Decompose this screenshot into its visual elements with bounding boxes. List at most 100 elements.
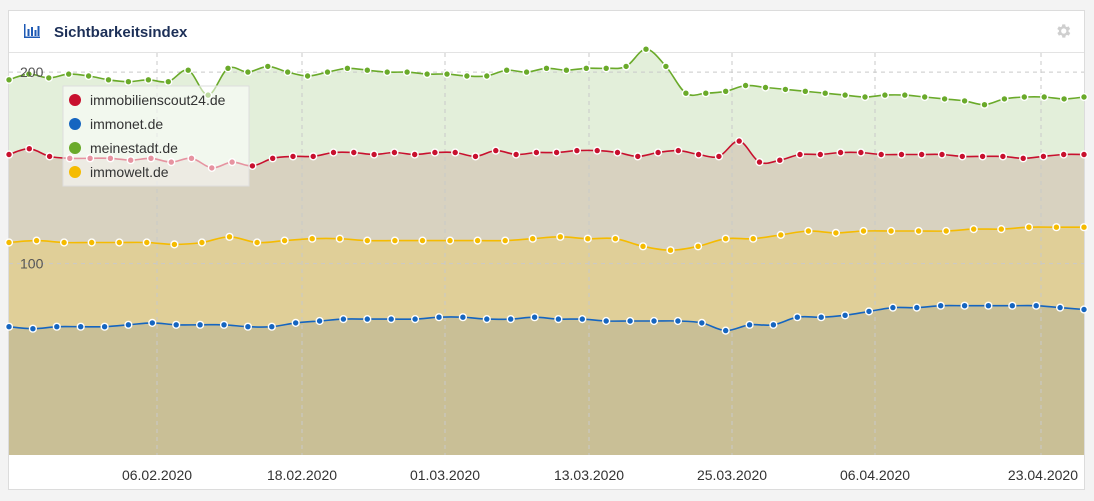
data-point[interactable] xyxy=(24,69,34,79)
data-point[interactable] xyxy=(638,242,648,251)
data-point[interactable] xyxy=(430,148,440,157)
data-point[interactable] xyxy=(714,152,724,161)
data-point[interactable] xyxy=(633,152,642,161)
data-point[interactable] xyxy=(836,148,845,157)
data-point[interactable] xyxy=(104,75,113,84)
data-point[interactable] xyxy=(1020,92,1029,102)
gear-icon[interactable] xyxy=(1054,22,1072,40)
data-point[interactable] xyxy=(530,313,539,322)
data-point[interactable] xyxy=(556,232,565,241)
data-point[interactable] xyxy=(283,67,292,77)
data-point[interactable] xyxy=(45,152,54,161)
data-point[interactable] xyxy=(701,89,710,98)
data-point[interactable] xyxy=(25,144,34,153)
data-point[interactable] xyxy=(1059,150,1068,159)
data-point[interactable] xyxy=(697,318,706,328)
data-point[interactable] xyxy=(329,148,338,157)
data-point[interactable] xyxy=(816,150,825,159)
data-point[interactable] xyxy=(473,236,482,245)
data-point[interactable] xyxy=(900,90,909,100)
data-point[interactable] xyxy=(801,87,810,96)
data-point[interactable] xyxy=(4,238,14,247)
data-point[interactable] xyxy=(795,150,805,159)
data-point[interactable] xyxy=(611,234,620,243)
data-point[interactable] xyxy=(100,322,109,331)
data-point[interactable] xyxy=(263,62,272,71)
data-point[interactable] xyxy=(958,152,967,161)
data-point[interactable] xyxy=(936,301,945,310)
data-point[interactable] xyxy=(506,315,515,324)
data-point[interactable] xyxy=(1019,154,1028,163)
data-point[interactable] xyxy=(769,320,778,329)
data-point[interactable] xyxy=(978,152,987,161)
data-point[interactable] xyxy=(735,137,744,146)
data-point[interactable] xyxy=(349,148,358,157)
data-point[interactable] xyxy=(434,313,444,322)
data-point[interactable] xyxy=(625,316,635,326)
data-point[interactable] xyxy=(52,322,61,331)
data-point[interactable] xyxy=(164,77,173,86)
data-point[interactable] xyxy=(776,230,785,240)
data-point[interactable] xyxy=(522,67,531,77)
data-point[interactable] xyxy=(423,69,432,79)
data-point[interactable] xyxy=(775,156,784,165)
data-point[interactable] xyxy=(411,315,420,324)
data-point[interactable] xyxy=(997,225,1006,234)
data-point[interactable] xyxy=(940,94,949,104)
data-point[interactable] xyxy=(572,146,582,155)
data-point[interactable] xyxy=(343,64,352,73)
data-point[interactable] xyxy=(554,315,563,324)
data-point[interactable] xyxy=(1008,301,1017,310)
data-point[interactable] xyxy=(390,148,399,157)
data-point[interactable] xyxy=(821,89,830,98)
data-point[interactable] xyxy=(323,67,332,77)
data-point[interactable] xyxy=(383,67,392,77)
data-point[interactable] xyxy=(804,226,813,236)
data-point[interactable] xyxy=(184,66,193,75)
data-point[interactable] xyxy=(856,148,866,157)
data-point[interactable] xyxy=(840,90,850,100)
data-point[interactable] xyxy=(582,64,591,73)
data-point[interactable] xyxy=(363,236,372,245)
data-point[interactable] xyxy=(144,75,153,84)
data-point[interactable] xyxy=(267,322,276,331)
data-point[interactable] xyxy=(755,158,764,167)
data-point[interactable] xyxy=(721,87,730,96)
data-point[interactable] xyxy=(4,150,14,159)
data-point[interactable] xyxy=(197,238,207,247)
data-point[interactable] xyxy=(912,303,921,312)
data-point[interactable] xyxy=(653,148,663,157)
data-point[interactable] xyxy=(4,75,14,84)
data-point[interactable] xyxy=(196,320,205,329)
data-point[interactable] xyxy=(280,236,289,245)
legend-item[interactable]: meinestadt.de xyxy=(69,140,178,156)
data-point[interactable] xyxy=(76,322,85,331)
data-point[interactable] xyxy=(1052,223,1061,232)
data-point[interactable] xyxy=(418,236,427,245)
data-point[interactable] xyxy=(984,301,993,310)
data-point[interactable] xyxy=(661,62,671,71)
data-point[interactable] xyxy=(886,226,896,236)
data-point[interactable] xyxy=(370,150,379,159)
data-point[interactable] xyxy=(859,226,868,236)
data-point[interactable] xyxy=(502,66,511,75)
data-point[interactable] xyxy=(248,161,257,171)
data-point[interactable] xyxy=(917,150,926,159)
data-point[interactable] xyxy=(243,322,253,331)
data-point[interactable] xyxy=(451,148,460,157)
data-point[interactable] xyxy=(880,90,890,100)
data-point[interactable] xyxy=(219,320,229,329)
data-point[interactable] xyxy=(681,89,691,98)
data-point[interactable] xyxy=(462,71,472,81)
data-point[interactable] xyxy=(1079,92,1089,102)
data-point[interactable] xyxy=(390,236,400,245)
data-point[interactable] xyxy=(4,322,14,331)
data-point[interactable] xyxy=(335,234,344,243)
data-point[interactable] xyxy=(482,315,491,324)
data-point[interactable] xyxy=(542,64,551,73)
data-point[interactable] xyxy=(1040,92,1049,102)
data-point[interactable] xyxy=(641,45,651,54)
data-point[interactable] xyxy=(897,150,906,159)
data-point[interactable] xyxy=(960,301,969,310)
data-point[interactable] xyxy=(1024,223,1034,232)
